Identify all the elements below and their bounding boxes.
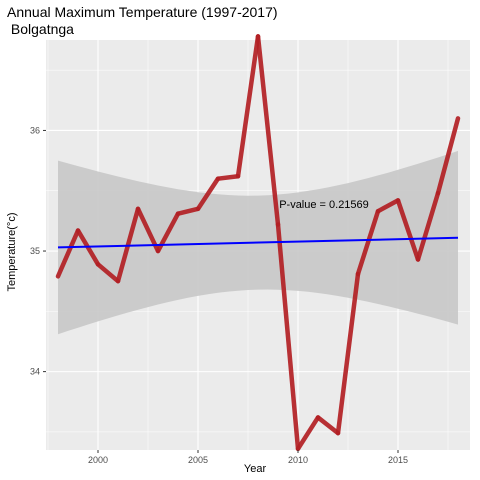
series-segment (375, 198, 401, 214)
series-segment (355, 208, 381, 277)
x-tick-label: 2005 (188, 455, 208, 465)
y-tick-label: 36 (30, 125, 40, 135)
series-segment (215, 174, 241, 181)
series-segment (275, 222, 301, 452)
y-tick-label: 35 (30, 246, 40, 256)
series-segment (435, 116, 461, 196)
x-tick-label: 2015 (388, 455, 408, 465)
x-axis: 2000 2005 2010 2015 (88, 450, 408, 465)
series-segment (415, 190, 441, 262)
p-value-annotation: P-value = 0.21569 (279, 199, 369, 211)
series-segment (55, 228, 81, 279)
x-tick-label: 2000 (88, 455, 108, 465)
trend-line (57, 236, 459, 249)
series-segment (195, 176, 221, 212)
series-segment (95, 262, 121, 284)
chart-subtitle: Bolgatnga (7, 21, 74, 37)
y-tick-label: 34 (30, 367, 40, 377)
series-segment (135, 206, 161, 254)
series-segment (395, 198, 421, 262)
series-segment (335, 271, 361, 436)
series-segment (255, 34, 281, 227)
x-axis-title: Year (244, 463, 267, 475)
x-tick-label: 2010 (288, 455, 308, 465)
y-axis-title: Temperature(°c) (6, 213, 18, 292)
series-segment (175, 206, 201, 216)
series-segment (315, 415, 341, 436)
chart-title: Annual Maximum Temperature (1997-2017) (7, 4, 278, 20)
series-segment (235, 34, 261, 179)
series-segment (295, 415, 321, 452)
y-axis: 34 35 36 (30, 125, 46, 377)
